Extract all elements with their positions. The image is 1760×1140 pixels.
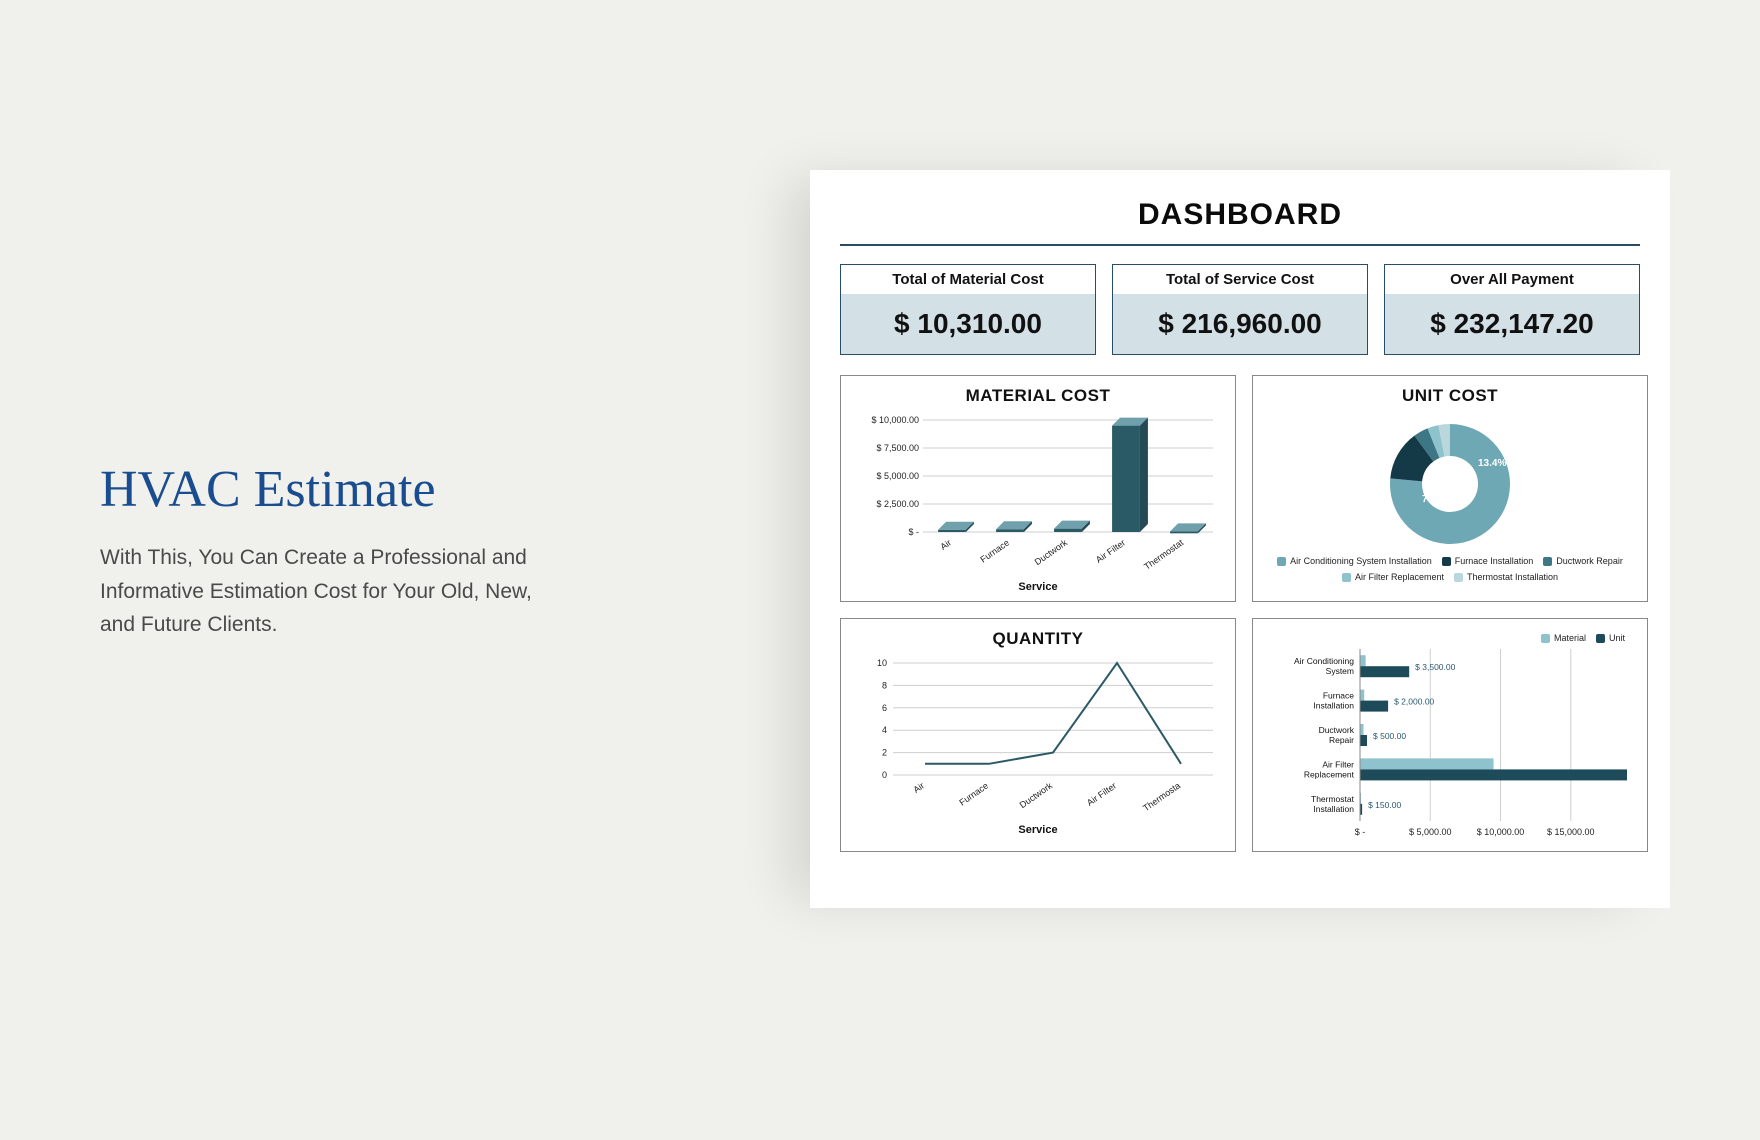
card-label: Total of Service Cost: [1113, 265, 1367, 294]
promo-text-block: HVAC Estimate With This, You Can Create …: [100, 460, 560, 642]
svg-text:$ 10,000.00: $ 10,000.00: [1477, 827, 1525, 837]
svg-text:2: 2: [882, 748, 887, 758]
material-cost-chart: MATERIAL COST $ - $ 2,500.00 $ 5,000.00 $ 7…: [840, 375, 1236, 602]
combo-svg: $ - $ 5,000.00 $ 10,000.00 $ 15,000.00 Air C…: [1265, 643, 1635, 843]
x-axis-label: Service: [853, 581, 1223, 593]
x-axis-label: Service: [853, 824, 1223, 836]
svg-text:10: 10: [877, 658, 887, 668]
card-value: $ 10,310.00: [841, 294, 1095, 354]
svg-text:Repair: Repair: [1329, 735, 1354, 745]
svg-text:Furnace: Furnace: [957, 780, 990, 807]
combo-legend: Material Unit: [1265, 633, 1635, 643]
svg-text:Installation: Installation: [1313, 701, 1354, 711]
legend-item: Ductwork Repair: [1543, 556, 1623, 566]
svg-text:Ductwork: Ductwork: [1033, 537, 1070, 567]
svg-text:0: 0: [882, 770, 887, 780]
svg-text:Air: Air: [911, 780, 926, 795]
svg-text:Air Filter: Air Filter: [1094, 537, 1127, 564]
card-value: $ 232,147.20: [1385, 294, 1639, 354]
svg-text:$ 2,500.00: $ 2,500.00: [876, 499, 919, 509]
svg-text:$ 150.00: $ 150.00: [1368, 800, 1401, 810]
card-label: Over All Payment: [1385, 265, 1639, 294]
svg-text:Air Filter: Air Filter: [1085, 780, 1118, 807]
svg-text:Thermostat: Thermostat: [1311, 794, 1355, 804]
quantity-chart: QUANTITY 0 2 4 6 8 10 Air Furnace Ductwork Air Fi…: [840, 618, 1236, 852]
promo-description: With This, You Can Create a Professional…: [100, 541, 560, 642]
svg-text:Ductwork: Ductwork: [1018, 780, 1055, 810]
card-material-cost: Total of Material Cost $ 10,310.00: [840, 264, 1096, 355]
promo-title: HVAC Estimate: [100, 460, 560, 519]
unit-cost-chart: UNIT COST 76.5% 13.4% Air Conditioning Sy…: [1252, 375, 1648, 602]
svg-text:$ 2,000.00: $ 2,000.00: [1394, 697, 1434, 707]
svg-text:$ 500.00: $ 500.00: [1373, 731, 1406, 741]
combo-chart: Material Unit $ - $ 5,000.00 $ 10,000.00 $ 1…: [1252, 618, 1648, 852]
summary-cards-row: Total of Material Cost $ 10,310.00 Total…: [840, 264, 1640, 355]
legend-item: Material: [1541, 633, 1586, 643]
svg-text:Installation: Installation: [1313, 804, 1354, 814]
svg-text:Furnace: Furnace: [978, 537, 1011, 564]
svg-text:13.4%: 13.4%: [1478, 458, 1506, 469]
svg-text:System: System: [1326, 666, 1354, 676]
unit-cost-legend: Air Conditioning System Installation Furn…: [1265, 556, 1635, 582]
unit-cost-svg: 76.5% 13.4%: [1265, 412, 1635, 552]
chart-title: MATERIAL COST: [853, 386, 1223, 406]
legend-item: Air Filter Replacement: [1342, 572, 1444, 582]
svg-text:$ 5,000.00: $ 5,000.00: [1409, 827, 1452, 837]
charts-row-2: QUANTITY 0 2 4 6 8 10 Air Furnace Ductwork Air Fi…: [840, 618, 1640, 852]
svg-text:Air: Air: [938, 537, 953, 552]
svg-text:8: 8: [882, 680, 887, 690]
svg-text:Thermosta: Thermosta: [1141, 780, 1182, 813]
svg-text:$ -: $ -: [908, 527, 919, 537]
chart-title: QUANTITY: [853, 629, 1223, 649]
svg-text:4: 4: [882, 725, 887, 735]
card-overall-payment: Over All Payment $ 232,147.20: [1384, 264, 1640, 355]
svg-text:Air Filter: Air Filter: [1322, 759, 1354, 769]
dashboard-title: DASHBOARD: [840, 198, 1640, 246]
card-label: Total of Material Cost: [841, 265, 1095, 294]
svg-text:76.5%: 76.5%: [1422, 494, 1450, 505]
legend-item: Furnace Installation: [1442, 556, 1534, 566]
card-value: $ 216,960.00: [1113, 294, 1367, 354]
svg-text:$ 10,000.00: $ 10,000.00: [871, 415, 919, 425]
quantity-svg: 0 2 4 6 8 10 Air Furnace Ductwork Air Filter Therm…: [853, 655, 1223, 820]
dashboard-panel: DASHBOARD Total of Material Cost $ 10,31…: [810, 170, 1670, 908]
svg-text:Replacement: Replacement: [1304, 769, 1355, 779]
legend-item: Unit: [1596, 633, 1625, 643]
svg-text:$ -: $ -: [1355, 827, 1366, 837]
svg-text:$ 5,000.00: $ 5,000.00: [876, 471, 919, 481]
material-cost-svg: $ - $ 2,500.00 $ 5,000.00 $ 7,500.00 $ 10,00…: [853, 412, 1223, 577]
svg-text:$ 3,500.00: $ 3,500.00: [1415, 662, 1455, 672]
svg-text:6: 6: [882, 703, 887, 713]
svg-text:Furnace: Furnace: [1323, 691, 1354, 701]
chart-title: UNIT COST: [1265, 386, 1635, 406]
svg-text:Thermostat: Thermostat: [1142, 537, 1185, 572]
legend-item: Thermostat Installation: [1454, 572, 1558, 582]
charts-row-1: MATERIAL COST $ - $ 2,500.00 $ 5,000.00 $ 7…: [840, 375, 1640, 602]
svg-text:$ 7,500.00: $ 7,500.00: [876, 443, 919, 453]
card-service-cost: Total of Service Cost $ 216,960.00: [1112, 264, 1368, 355]
svg-text:Ductwork: Ductwork: [1319, 725, 1355, 735]
legend-item: Air Conditioning System Installation: [1277, 556, 1432, 566]
svg-text:Air Conditioning: Air Conditioning: [1294, 656, 1354, 666]
svg-text:$ 15,000.00: $ 15,000.00: [1547, 827, 1595, 837]
